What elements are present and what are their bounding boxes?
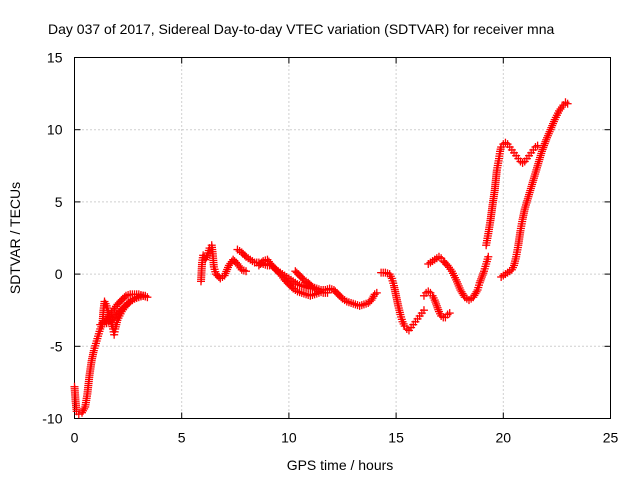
data-point-marker: [484, 252, 493, 261]
y-tick-label: 0: [55, 266, 63, 282]
data-point-marker: [563, 99, 572, 108]
data-point-marker: [432, 301, 441, 310]
chart-title: Day 037 of 2017, Sidereal Day-to-day VTE…: [48, 21, 554, 37]
y-tick-label: -10: [42, 411, 62, 427]
data-point-marker: [430, 296, 439, 305]
x-tick-label: 15: [388, 430, 404, 446]
data-point-marker: [475, 278, 484, 287]
x-tick-label: 10: [281, 430, 297, 446]
x-axis-label: GPS time / hours: [287, 457, 394, 473]
data-point-marker: [518, 158, 527, 167]
data-point-marker: [478, 271, 487, 280]
data-point-marker: [431, 298, 440, 307]
x-tick-label: 25: [603, 430, 619, 446]
data-point-marker: [539, 143, 548, 152]
data-point-marker: [446, 265, 455, 274]
data-point-marker: [381, 268, 390, 277]
data-point-marker: [472, 287, 481, 296]
data-point-marker: [419, 306, 428, 315]
y-tick-label: 10: [47, 122, 63, 138]
data-point-marker: [323, 288, 332, 297]
y-tick-label: -5: [50, 338, 63, 354]
x-tick-label: 20: [496, 430, 512, 446]
data-point-marker: [477, 272, 486, 281]
data-point-marker: [476, 276, 485, 285]
y-tick-label: 5: [55, 194, 63, 210]
data-point-marker: [477, 274, 486, 283]
data-point-marker: [557, 103, 566, 112]
y-axis-label: SDTVAR / TECUs: [7, 182, 23, 294]
plot-frame: [74, 57, 611, 419]
data-point-marker: [538, 145, 547, 154]
axis-ticks: 0 5 10 15 20 25 -10 -5 0 5 10 15: [42, 50, 618, 446]
data-point-marker: [424, 287, 433, 296]
y-tick-label: 15: [47, 50, 63, 66]
data-point-marker: [433, 303, 442, 312]
x-tick-label: 5: [178, 430, 186, 446]
data-point-marker: [541, 137, 550, 146]
data-points: [70, 98, 572, 419]
data-point-marker: [141, 291, 150, 300]
data-point-marker: [540, 141, 549, 150]
data-point-marker: [445, 309, 454, 318]
x-tick-label: 0: [71, 430, 79, 446]
data-point-marker: [80, 404, 89, 413]
data-point-marker: [501, 138, 510, 147]
data-point-marker: [537, 147, 546, 156]
data-point-marker: [434, 305, 443, 314]
data-point-marker: [242, 267, 251, 276]
data-point-marker: [432, 299, 441, 308]
data-point-marker: [479, 269, 488, 278]
grid-lines: [74, 57, 611, 419]
data-point-marker: [540, 139, 549, 148]
data-point-marker: [372, 288, 381, 297]
